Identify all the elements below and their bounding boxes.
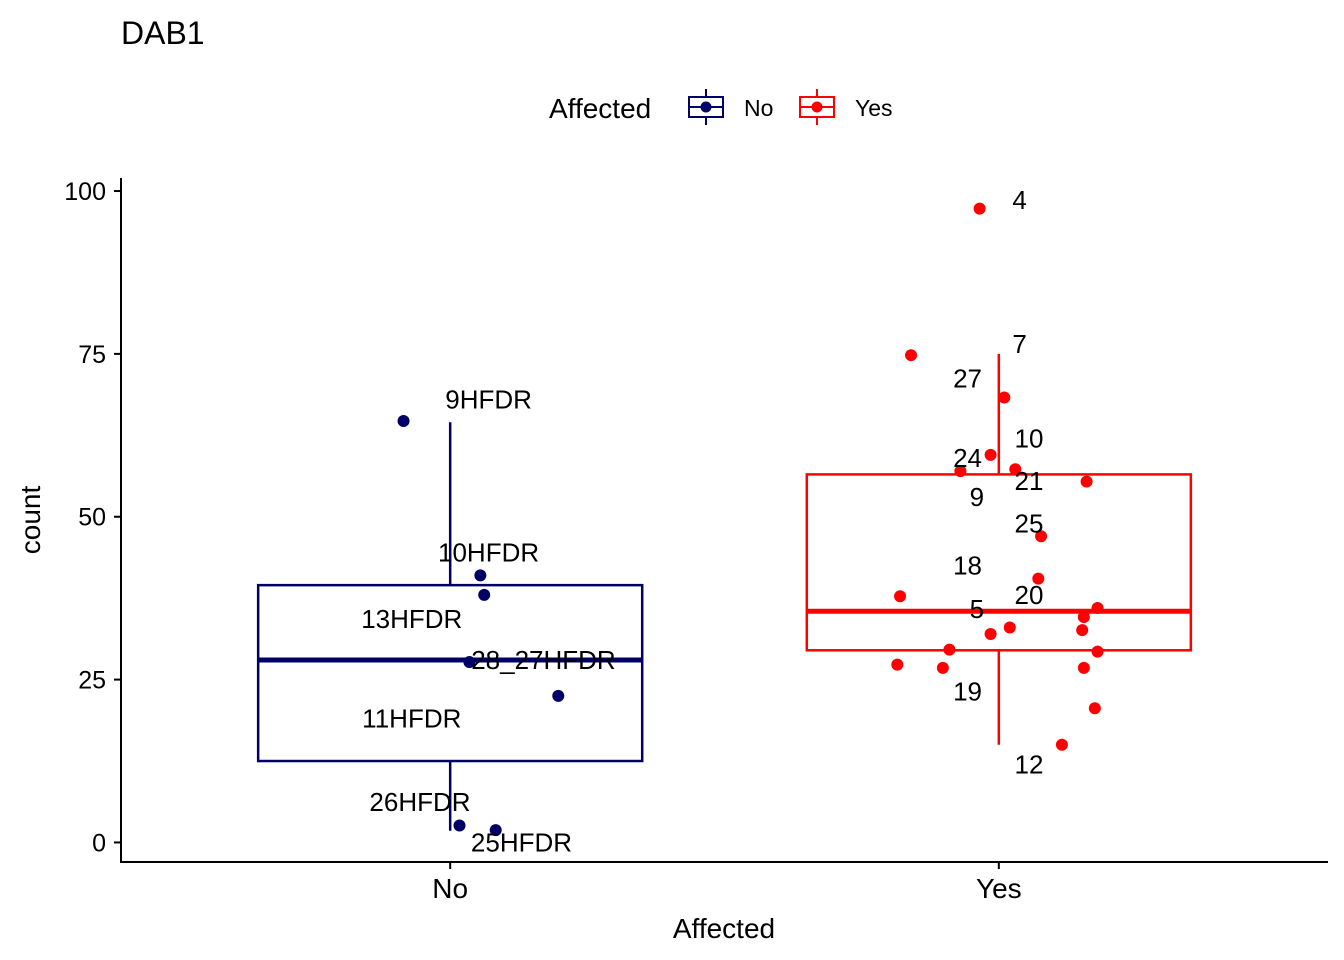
- y-tick-label-75: 75: [78, 341, 106, 369]
- point-label-yes-2: 7: [1012, 329, 1026, 359]
- data-point-yes-13: [1003, 621, 1016, 634]
- data-point-yes-1: [973, 202, 986, 215]
- point-label-yes-10: 20: [1015, 580, 1044, 610]
- legend-key-no-point: [700, 101, 712, 113]
- point-label-no-4: 28_27HFDR: [471, 645, 616, 675]
- point-label-yes-11: 5: [970, 594, 984, 624]
- group-yes: 4 7 27 10 24 21 9 25 18 20 5 19 12: [805, 185, 1193, 779]
- point-label-yes-1: 4: [1012, 185, 1026, 215]
- data-point-yes-17: [1091, 645, 1104, 658]
- data-point-yes-4: [984, 448, 997, 461]
- x-axis: No Yes: [120, 861, 1328, 904]
- data-point-no-4: [463, 656, 476, 669]
- y-tick-label-0: 0: [92, 829, 106, 857]
- point-label-yes-3: 27: [953, 364, 982, 394]
- point-label-no-5: 11HFDR: [362, 704, 461, 734]
- legend-title: Affected: [549, 93, 651, 124]
- data-point-yes-5: [1009, 463, 1022, 476]
- legend-key-yes: [799, 89, 835, 125]
- data-point-yes-2: [905, 349, 918, 362]
- data-point-yes-12: [1077, 611, 1090, 624]
- data-point-yes-8: [1035, 530, 1048, 543]
- data-point-yes-6: [954, 465, 967, 478]
- point-label-yes-4: 10: [1015, 424, 1044, 454]
- data-point-yes-19: [936, 661, 949, 674]
- data-point-no-6: [453, 819, 466, 832]
- x-tick-label-yes: Yes: [976, 873, 1022, 904]
- point-label-yes-6: 21: [1015, 466, 1044, 496]
- point-label-yes-13: 12: [1015, 749, 1044, 779]
- data-point-no-2: [474, 569, 487, 582]
- data-point-yes-22: [1055, 738, 1068, 751]
- data-point-yes-15: [984, 628, 997, 640]
- data-point-yes-20: [1077, 661, 1090, 674]
- point-label-no-3: 13HFDR: [361, 604, 462, 634]
- y-axis-label: count: [15, 486, 46, 555]
- data-point-no-5: [552, 689, 565, 702]
- data-point-no-1: [397, 414, 410, 427]
- point-label-no-2: 10HFDR: [438, 538, 539, 568]
- data-point-yes-21: [1088, 702, 1101, 715]
- y-tick-label-50: 50: [78, 504, 106, 532]
- data-point-no-3: [478, 588, 491, 601]
- x-tick-label-no: No: [432, 873, 468, 904]
- data-point-yes-18: [891, 658, 904, 671]
- box-yes: [805, 473, 1193, 652]
- plot-area: 9HFDR10HFDR13HFDR28_27HFDR11HFDR26HFDR25…: [256, 185, 1193, 857]
- legend-label-yes: Yes: [855, 95, 893, 121]
- chart-title: DAB1: [121, 15, 205, 51]
- point-label-yes-7: 9: [970, 482, 984, 512]
- point-label-yes-8: 25: [1015, 508, 1044, 538]
- data-point-yes-9: [1032, 572, 1045, 585]
- legend-key-yes-point: [811, 101, 823, 113]
- point-label-no-6: 26HFDR: [369, 787, 470, 817]
- box-no: [256, 583, 644, 763]
- point-label-no-7: 25HFDR: [471, 827, 572, 857]
- point-label-no-1: 9HFDR: [445, 384, 532, 414]
- data-point-yes-11: [1091, 601, 1104, 614]
- data-point-yes-16: [943, 643, 956, 656]
- data-point-yes-3: [998, 391, 1011, 404]
- group-no: 9HFDR 10HFDR 13HFDR 28_27HFDR 11HFDR 26HFDR25…: [256, 384, 644, 857]
- point-label-yes-9: 18: [953, 551, 982, 581]
- data-point-yes-10: [894, 590, 907, 603]
- data-point-yes-14: [1076, 624, 1089, 637]
- y-tick-label-25: 25: [78, 667, 106, 695]
- y-tick-label-100: 100: [64, 178, 106, 206]
- legend-key-no: [688, 89, 724, 125]
- data-point-no-7: [489, 824, 502, 837]
- legend: Affected No Yes: [549, 89, 893, 125]
- y-axis: 0 25 50 75 100: [64, 178, 122, 862]
- data-point-yes-7: [1080, 475, 1093, 488]
- legend-label-no: No: [744, 95, 773, 121]
- x-axis-label: Affected: [673, 913, 775, 944]
- point-label-yes-5: 24: [953, 443, 982, 473]
- point-label-yes-12: 19: [953, 676, 982, 706]
